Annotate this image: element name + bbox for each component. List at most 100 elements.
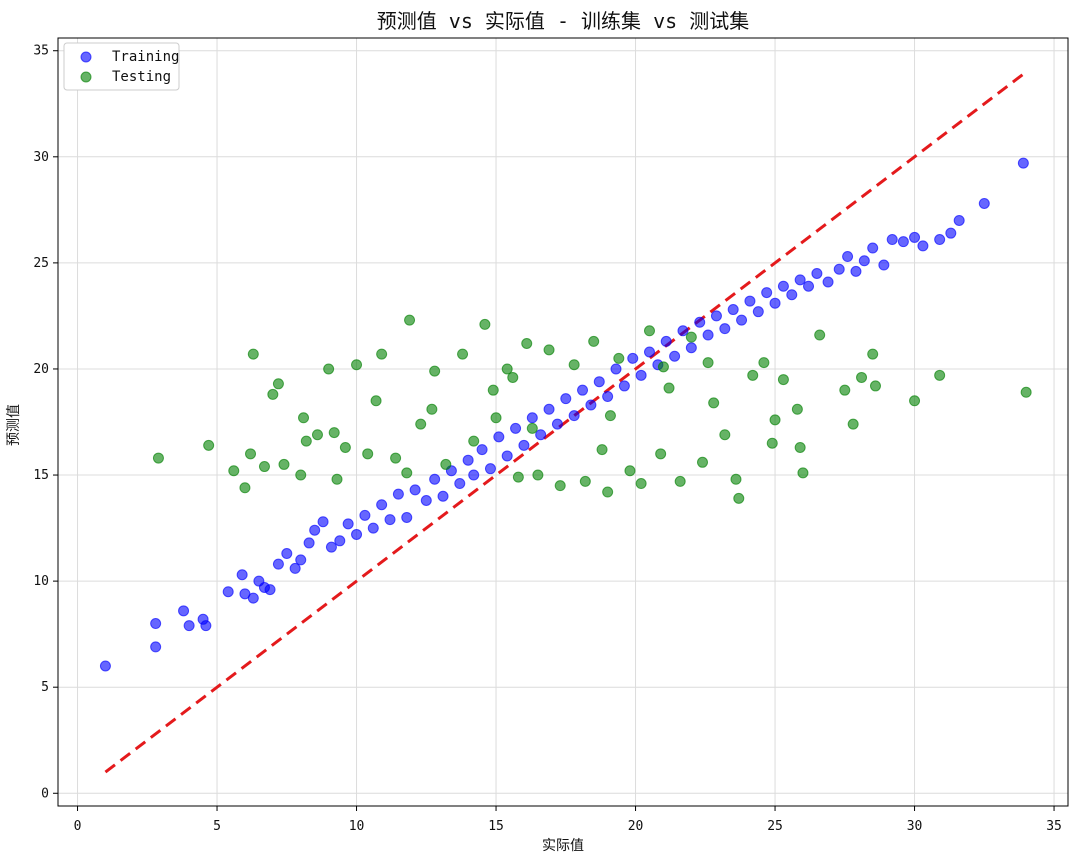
- training-point-77: [794, 274, 806, 286]
- training-point-66: [702, 329, 714, 341]
- training-point-44: [518, 439, 530, 451]
- testing-point-75: [507, 371, 519, 383]
- testing-point-26: [468, 435, 480, 447]
- testing-point-55: [777, 374, 789, 386]
- training-point-20: [317, 516, 329, 528]
- testing-point-35: [568, 359, 580, 371]
- y-tick-label-20: 20: [33, 362, 49, 377]
- training-point-8: [236, 569, 248, 581]
- testing-point-78: [766, 437, 778, 449]
- testing-point-59: [814, 329, 826, 341]
- testing-point-62: [856, 371, 868, 383]
- testing-point-72: [426, 403, 438, 415]
- training-point-22: [334, 535, 346, 547]
- testing-point-79: [401, 467, 413, 479]
- x-tick-label-5: 5: [213, 819, 221, 834]
- testing-point-37: [588, 335, 600, 347]
- testing-point-0: [152, 452, 164, 464]
- y-tick-label-10: 10: [33, 574, 49, 589]
- testing-point-13: [311, 429, 323, 441]
- training-point-49: [560, 393, 572, 405]
- training-point-93: [953, 214, 965, 226]
- y-tick-label-0: 0: [41, 786, 49, 801]
- training-point-74: [769, 297, 781, 309]
- training-point-67: [710, 310, 722, 322]
- training-point-0: [99, 660, 111, 672]
- testing-point-42: [643, 325, 655, 337]
- training-point-57: [627, 352, 639, 364]
- y-tick-label-5: 5: [41, 680, 49, 695]
- training-point-90: [917, 240, 929, 252]
- training-point-25: [359, 509, 371, 521]
- testing-point-28: [490, 412, 502, 424]
- testing-point-76: [604, 410, 616, 422]
- training-series: [99, 157, 1029, 672]
- testing-point-25: [457, 348, 469, 360]
- training-point-1: [150, 618, 162, 630]
- testing-point-73: [370, 395, 382, 407]
- legend-box: [63, 42, 180, 91]
- training-point-10: [247, 592, 259, 604]
- testing-point-4: [245, 448, 257, 460]
- training-point-89: [909, 231, 921, 243]
- x-tick-label-30: 30: [907, 819, 923, 834]
- y-tick-label-25: 25: [33, 256, 49, 271]
- training-point-13: [264, 584, 276, 596]
- testing-point-36: [579, 475, 591, 487]
- testing-point-51: [733, 492, 745, 504]
- testing-point-65: [909, 395, 921, 407]
- training-point-39: [476, 444, 488, 456]
- training-point-82: [842, 251, 854, 263]
- training-point-23: [342, 518, 354, 530]
- testing-point-21: [404, 314, 416, 326]
- testing-series: [152, 314, 1032, 504]
- training-point-14: [272, 558, 284, 570]
- training-point-68: [719, 323, 731, 335]
- testing-point-8: [267, 388, 279, 400]
- training-point-45: [526, 412, 538, 424]
- training-point-27: [376, 499, 388, 511]
- x-tick-label-25: 25: [767, 819, 783, 834]
- training-point-71: [744, 295, 756, 307]
- training-point-65: [694, 316, 706, 328]
- training-point-47: [543, 403, 555, 415]
- legend-testing-label: Testing: [112, 69, 171, 85]
- testing-point-12: [300, 435, 312, 447]
- training-point-91: [934, 234, 946, 246]
- training-point-38: [468, 469, 480, 481]
- testing-point-5: [247, 348, 259, 360]
- testing-point-43: [655, 448, 667, 460]
- training-point-31: [409, 484, 421, 496]
- testing-point-50: [730, 473, 742, 485]
- training-point-32: [420, 494, 432, 506]
- training-point-55: [610, 363, 622, 375]
- y-tick-label-30: 30: [33, 150, 49, 165]
- training-point-72: [752, 306, 764, 318]
- testing-point-23: [429, 365, 441, 377]
- training-point-18: [303, 537, 315, 549]
- training-point-36: [454, 478, 466, 490]
- testing-point-48: [708, 397, 720, 409]
- chart-title: 预测值 vs 实际值 - 训练集 vs 测试集: [377, 9, 749, 33]
- training-point-59: [643, 346, 655, 358]
- training-point-50: [568, 410, 580, 422]
- training-point-70: [736, 314, 748, 326]
- testing-point-63: [867, 348, 879, 360]
- testing-point-53: [758, 357, 770, 369]
- testing-point-57: [794, 441, 806, 453]
- training-point-21: [325, 541, 337, 553]
- training-point-4: [183, 620, 195, 632]
- training-point-43: [510, 422, 522, 434]
- x-tick-label-10: 10: [349, 819, 365, 834]
- testing-point-54: [769, 414, 781, 426]
- training-point-63: [677, 325, 689, 337]
- plot-area: 0 5 10 15 20 25 30 35 0 5 10 15 20 25 30 35: [33, 37, 1069, 834]
- testing-point-14: [323, 363, 335, 375]
- training-point-80: [822, 276, 834, 288]
- x-axis-label: 实际值: [542, 838, 584, 854]
- training-point-78: [803, 280, 815, 292]
- testing-point-41: [635, 478, 647, 490]
- training-point-26: [367, 522, 379, 534]
